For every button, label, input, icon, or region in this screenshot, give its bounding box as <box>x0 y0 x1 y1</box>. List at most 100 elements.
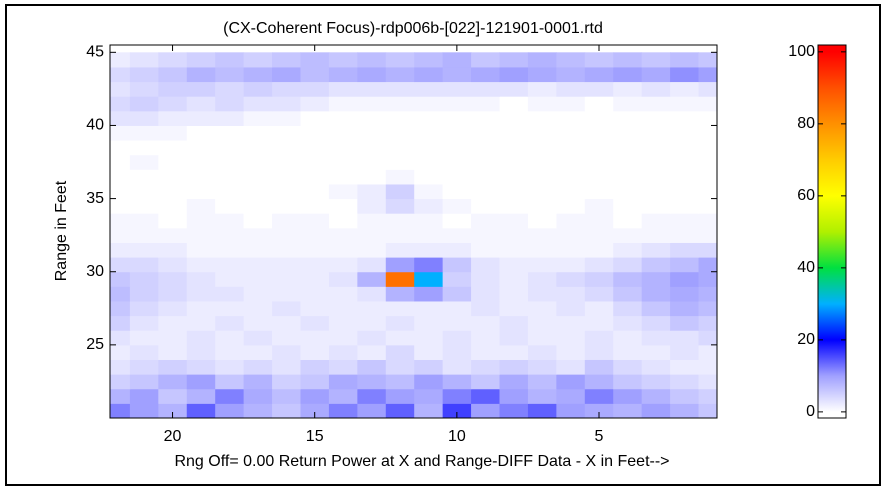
heatmap-cell <box>243 96 273 112</box>
heatmap-cell <box>584 315 614 331</box>
heatmap-cell <box>584 374 614 390</box>
heatmap-cell <box>328 271 358 287</box>
heatmap-cell <box>471 374 501 390</box>
heatmap-cell <box>357 140 387 156</box>
heatmap-cell <box>272 315 301 331</box>
heatmap-cell <box>499 52 529 68</box>
heatmap-cell <box>272 125 301 141</box>
heatmap-cell <box>527 52 557 68</box>
heatmap-cell <box>471 286 501 302</box>
heatmap-cell <box>357 388 387 404</box>
heatmap-cell <box>527 66 557 83</box>
heatmap-cell <box>556 66 586 83</box>
heatmap-cell <box>527 110 557 126</box>
heatmap-cell <box>243 388 273 404</box>
heatmap-cell <box>357 198 387 214</box>
heatmap-cell <box>129 169 159 185</box>
heatmap-cell <box>442 359 472 375</box>
heatmap-cell <box>527 388 557 404</box>
heatmap-cell <box>357 359 387 375</box>
heatmap-cell <box>215 96 245 112</box>
heatmap-cell <box>129 66 159 83</box>
heatmap-cell <box>414 227 444 243</box>
heatmap-cell <box>471 271 501 287</box>
heatmap-cell <box>670 330 700 346</box>
heatmap-cell <box>499 374 529 390</box>
heatmap-cell <box>186 52 216 68</box>
heatmap-cell <box>556 125 586 141</box>
heatmap-cell <box>385 81 415 97</box>
heatmap-cell <box>243 110 273 126</box>
heatmap-cell <box>584 286 614 302</box>
heatmap-cell <box>110 242 131 258</box>
heatmap-cell <box>471 315 501 331</box>
heatmap-cell <box>442 154 472 170</box>
heatmap-cell <box>613 183 643 200</box>
heatmap-cell <box>385 125 415 141</box>
heatmap-cell <box>110 213 131 229</box>
heatmap-cell <box>641 330 671 346</box>
heatmap-cell <box>670 257 700 273</box>
heatmap-cell <box>186 81 216 97</box>
heatmap-cell <box>300 110 330 126</box>
heatmap-cell <box>215 374 245 390</box>
heatmap-cell <box>110 125 131 141</box>
heatmap-cell <box>243 154 273 170</box>
heatmap-cell <box>186 315 216 331</box>
heatmap-cell <box>243 315 273 331</box>
heatmap-cell <box>670 388 700 404</box>
heatmap-cell <box>385 198 415 214</box>
heatmap-cell <box>110 154 131 170</box>
colorbar-tick-label: 60 <box>797 187 815 204</box>
heatmap-cell <box>471 110 501 126</box>
heatmap-cell <box>328 374 358 390</box>
heatmap-cell <box>499 169 529 185</box>
heatmap-cell <box>300 403 330 418</box>
heatmap-cell <box>584 227 614 243</box>
heatmap-cell <box>272 388 301 404</box>
heatmap-cell <box>215 286 245 302</box>
heatmap-cell <box>215 300 245 317</box>
heatmap-cell <box>499 359 529 375</box>
heatmap-cell <box>556 286 586 302</box>
heatmap-cell <box>243 242 273 258</box>
heatmap-cell <box>414 242 444 258</box>
heatmap-cell <box>129 403 159 418</box>
heatmap-cell <box>613 198 643 214</box>
heatmap-cell <box>328 227 358 243</box>
heatmap-cell <box>300 154 330 170</box>
heatmap-cell <box>243 344 273 360</box>
heatmap-cell <box>158 198 188 214</box>
heatmap-cell <box>499 403 529 418</box>
heatmap-cell <box>442 330 472 346</box>
heatmap-cell <box>471 198 501 214</box>
heatmap-cell <box>300 374 330 390</box>
heatmap-cell <box>272 227 301 243</box>
heatmap-cell <box>272 330 301 346</box>
heatmap-cell <box>613 344 643 360</box>
heatmap-cell <box>158 52 188 68</box>
heatmap-cell <box>527 198 557 214</box>
heatmap-cell <box>328 257 358 273</box>
heatmap-cell <box>300 183 330 200</box>
heatmap-cell <box>186 286 216 302</box>
heatmap-cell <box>300 271 330 287</box>
heatmap-cell <box>471 169 501 185</box>
heatmap-cell <box>584 96 614 112</box>
heatmap-cell <box>215 198 245 214</box>
heatmap-cell <box>328 125 358 141</box>
heatmap-cell <box>641 125 671 141</box>
heatmap-cell <box>414 154 444 170</box>
heatmap-cell <box>215 140 245 156</box>
heatmap-cell <box>641 344 671 360</box>
heatmap-cell <box>670 66 700 83</box>
heatmap-cell <box>272 374 301 390</box>
heatmap-cell <box>584 344 614 360</box>
heatmap-cell <box>442 227 472 243</box>
heatmap-cell <box>129 271 159 287</box>
heatmap-cell <box>556 213 586 229</box>
heatmap-cell <box>243 403 273 418</box>
heatmap-cell <box>641 96 671 112</box>
heatmap-cell <box>556 330 586 346</box>
